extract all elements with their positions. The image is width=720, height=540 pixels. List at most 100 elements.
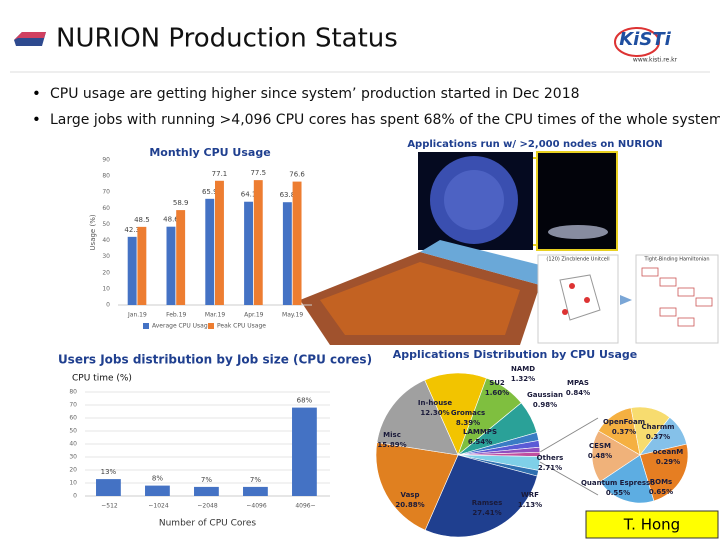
unitcell-image <box>537 254 619 344</box>
hamiltonian-image <box>635 254 719 344</box>
galaxy-disk <box>548 225 608 239</box>
bar <box>253 180 263 305</box>
slice-label: LAMMPS <box>463 428 497 436</box>
legend-swatch <box>208 323 214 329</box>
zoom-lines <box>533 157 537 246</box>
slice-value-label: 1.32% <box>511 375 535 383</box>
bar <box>282 202 292 305</box>
slide-title: NURION Production Status <box>56 24 398 54</box>
bullet-dot: • <box>32 85 41 103</box>
x-tick-label: Jan.19 <box>127 312 147 319</box>
atom <box>562 309 568 315</box>
logo: KiSTi <box>619 29 671 50</box>
bar <box>292 407 317 496</box>
slice-label: In-house <box>418 399 452 407</box>
slice-value-label: 2.71% <box>538 464 562 472</box>
data-label: 65.9 <box>202 188 218 196</box>
slice-value-label: 8.39% <box>456 419 480 427</box>
slice-value-label: 0.37% <box>612 428 636 436</box>
data-label: 64.1 <box>241 191 257 199</box>
pie-slice <box>591 430 641 483</box>
legend-label: Peak CPU Usage <box>217 323 266 330</box>
bar <box>244 201 254 305</box>
bar <box>166 226 176 305</box>
y-tick-label: 40 <box>102 237 110 244</box>
y-tick-label: 60 <box>102 205 110 212</box>
bar <box>145 485 170 496</box>
y-axis-label: Usage (%) <box>89 214 97 250</box>
slice-label: Vasp <box>401 491 420 499</box>
y-tick-label: 50 <box>102 221 110 228</box>
y-tick-label: 70 <box>102 189 110 196</box>
slice-value-label: 0.98% <box>533 401 557 409</box>
data-label: 58.9 <box>173 199 189 207</box>
y-tick-label: 0 <box>106 302 110 309</box>
slice-label: MPAS <box>567 379 589 387</box>
bar <box>292 181 302 305</box>
chart-title: Applications Distribution by CPU Usage <box>393 348 637 361</box>
data-label: 7% <box>201 476 212 484</box>
surface-edge <box>420 240 540 285</box>
slice-value-label: 15.89% <box>377 441 406 449</box>
bar <box>243 486 268 496</box>
x-tick-label: Apr.19 <box>244 312 264 319</box>
x-tick-label: Mar.19 <box>205 312 225 319</box>
slice-label: Charmm <box>642 423 675 431</box>
bullet: CPU usage are getting higher since syste… <box>50 86 580 102</box>
x-axis-label: Number of CPU Cores <box>159 519 257 529</box>
bullet: Large jobs with running >4,096 CPU cores… <box>50 112 720 128</box>
logo-ring <box>614 27 660 57</box>
x-tick-label: 4096~ <box>295 503 315 510</box>
pie-slice <box>599 454 655 504</box>
slice-value-label: 0.29% <box>656 458 680 466</box>
y-axis-label: CPU time (%) <box>72 374 132 384</box>
y-tick-label: 70 <box>69 402 77 409</box>
slice-value-label: 27.41% <box>472 509 501 517</box>
bar <box>215 180 224 305</box>
data-label: 13% <box>101 468 117 476</box>
pie-slice <box>424 454 538 538</box>
slice-value-label: 0.55% <box>606 489 630 497</box>
slice-label: oceanM <box>653 448 683 456</box>
y-tick-label: 20 <box>69 467 77 474</box>
slice-label: Quantum Espresso <box>581 479 655 487</box>
data-label: 48.6 <box>163 216 179 224</box>
y-tick-label: 80 <box>69 389 77 396</box>
slice-label: OpenFoam <box>603 418 645 426</box>
legend-swatch <box>143 323 149 329</box>
x-tick-label: ~4096 <box>246 503 266 510</box>
bar <box>127 236 137 305</box>
x-tick-label: Feb.19 <box>166 312 186 319</box>
pie-slice <box>639 443 689 502</box>
y-tick-label: 80 <box>102 173 110 180</box>
surface-detail <box>320 262 520 335</box>
slice-label: Ramses <box>472 499 503 507</box>
atom <box>584 297 590 303</box>
matrix-blocks <box>641 267 713 327</box>
charts: Monthly CPU Usage Usage (%) 0 10 20 30 40 50 60 7… <box>58 146 689 538</box>
slice-label: Gaussian <box>527 391 563 399</box>
slice-value-label: 0.65% <box>649 488 673 496</box>
pie-slice <box>376 379 459 456</box>
slice-label: ROMs <box>650 478 672 486</box>
y-tick-label: 0 <box>73 493 77 500</box>
chart-title: Users Jobs distribution by Job size (CPU… <box>58 353 372 367</box>
data-label: 76.6 <box>289 171 305 179</box>
x-tick-label: May.19 <box>282 312 303 319</box>
pie-slice <box>424 372 487 456</box>
footer: T. Hong <box>623 516 680 534</box>
unitcell-lines <box>559 274 601 321</box>
bullet-dot: • <box>32 111 41 129</box>
x-tick-label: ~1024 <box>148 503 168 510</box>
slice-value-label: 1.13% <box>518 501 542 509</box>
data-label: 8% <box>152 475 163 483</box>
galaxy-core <box>444 170 504 230</box>
image-label: (120) Zincblende Unitcell <box>546 257 609 263</box>
y-tick-label: 40 <box>69 441 77 448</box>
bar <box>96 479 121 496</box>
data-label: 77.1 <box>212 170 228 178</box>
slice-value-label: 6.54% <box>468 438 492 446</box>
logo-url: www.kisti.re.kr <box>633 57 678 64</box>
slice-label: SU2 <box>489 379 505 387</box>
